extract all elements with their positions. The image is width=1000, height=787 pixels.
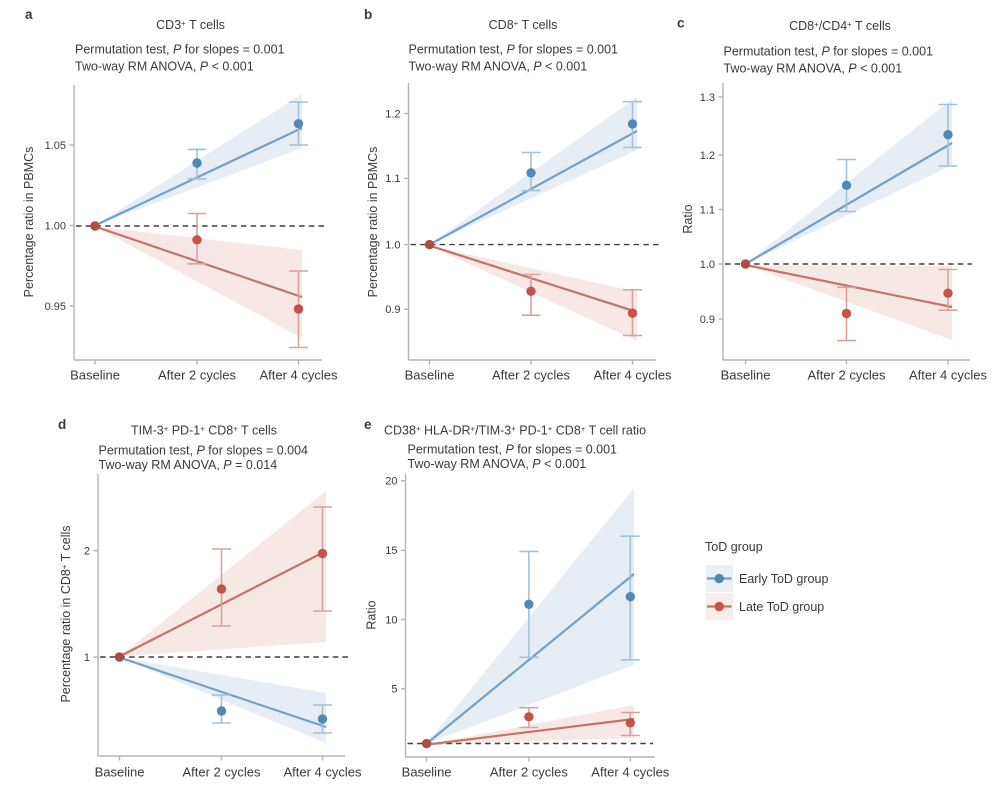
svg-text:10: 10 bbox=[385, 614, 397, 626]
svg-text:Ratio: Ratio bbox=[681, 204, 695, 233]
svg-text:b: b bbox=[364, 7, 372, 22]
svg-text:After 2 cycles: After 2 cycles bbox=[158, 368, 237, 383]
svg-text:CD3+ T cells: CD3+ T cells bbox=[156, 18, 225, 32]
svg-text:Two-way RM ANOVA, P < 0.001: Two-way RM ANOVA, P < 0.001 bbox=[724, 62, 903, 76]
svg-text:0.9: 0.9 bbox=[385, 304, 400, 316]
svg-text:CD38+ HLA-DR+/TIM-3+ PD-1+ CD8: CD38+ HLA-DR+/TIM-3+ PD-1+ CD8+ T cell r… bbox=[384, 424, 646, 438]
svg-text:0.95: 0.95 bbox=[45, 301, 66, 313]
svg-text:Permutation test, P for slopes: Permutation test, P for slopes = 0.001 bbox=[409, 43, 619, 57]
svg-text:Late ToD group: Late ToD group bbox=[739, 600, 824, 614]
svg-text:Baseline: Baseline bbox=[402, 765, 452, 780]
svg-text:ToD group: ToD group bbox=[705, 540, 763, 554]
svg-text:After 4 cycles: After 4 cycles bbox=[259, 368, 338, 383]
svg-text:e: e bbox=[364, 417, 372, 432]
svg-text:1.2: 1.2 bbox=[700, 150, 715, 162]
svg-text:After 2 cycles: After 2 cycles bbox=[807, 368, 886, 383]
svg-text:5: 5 bbox=[391, 683, 397, 695]
svg-text:Baseline: Baseline bbox=[405, 368, 455, 383]
svg-text:TIM-3+ PD-1+ CD8+ T cells: TIM-3+ PD-1+ CD8+ T cells bbox=[131, 424, 277, 438]
svg-text:Two-way RM ANOVA, P < 0.001: Two-way RM ANOVA, P < 0.001 bbox=[409, 60, 588, 74]
svg-text:1.05: 1.05 bbox=[45, 140, 66, 152]
svg-text:After 2 cycles: After 2 cycles bbox=[492, 368, 571, 383]
svg-text:Ratio: Ratio bbox=[365, 600, 379, 629]
svg-text:After 4 cycles: After 4 cycles bbox=[283, 765, 362, 780]
svg-text:1.0: 1.0 bbox=[385, 239, 400, 251]
svg-text:1.00: 1.00 bbox=[45, 220, 66, 232]
svg-text:15: 15 bbox=[385, 545, 397, 557]
svg-text:1.3: 1.3 bbox=[700, 92, 715, 104]
svg-text:c: c bbox=[677, 16, 685, 31]
svg-text:1: 1 bbox=[84, 652, 90, 664]
svg-text:Two-way RM ANOVA, P = 0.014: Two-way RM ANOVA, P = 0.014 bbox=[99, 458, 278, 472]
svg-text:Percentage ratio in PBMCs: Percentage ratio in PBMCs bbox=[366, 147, 380, 298]
svg-text:d: d bbox=[58, 417, 66, 432]
svg-text:Permutation test, P for slopes: Permutation test, P for slopes = 0.001 bbox=[724, 45, 934, 59]
svg-text:Permutation test, P for slopes: Permutation test, P for slopes = 0.001 bbox=[75, 43, 285, 57]
svg-text:After 4 cycles: After 4 cycles bbox=[593, 368, 672, 383]
svg-text:Baseline: Baseline bbox=[95, 765, 145, 780]
svg-text:1.2: 1.2 bbox=[385, 108, 400, 120]
svg-text:Baseline: Baseline bbox=[721, 368, 771, 383]
svg-text:20: 20 bbox=[385, 476, 397, 488]
svg-text:Percentage ratio in PBMCs: Percentage ratio in PBMCs bbox=[22, 147, 36, 298]
svg-text:1.1: 1.1 bbox=[700, 204, 715, 216]
svg-text:After 2 cycles: After 2 cycles bbox=[490, 765, 569, 780]
svg-text:Permutation test, P for slopes: Permutation test, P for slopes = 0.001 bbox=[408, 443, 618, 457]
svg-text:Two-way RM ANOVA, P < 0.001: Two-way RM ANOVA, P < 0.001 bbox=[75, 60, 254, 74]
svg-text:Percentage ratio in CD8+ T cel: Percentage ratio in CD8+ T cells bbox=[59, 525, 73, 702]
svg-text:a: a bbox=[25, 7, 33, 22]
svg-text:1.0: 1.0 bbox=[700, 259, 715, 271]
svg-text:Two-way RM ANOVA, P < 0.001: Two-way RM ANOVA, P < 0.001 bbox=[408, 457, 587, 471]
svg-text:After 4 cycles: After 4 cycles bbox=[591, 765, 670, 780]
svg-text:After 2 cycles: After 2 cycles bbox=[182, 765, 261, 780]
svg-text:Early ToD group: Early ToD group bbox=[739, 572, 828, 586]
svg-text:CD8+ T cells: CD8+ T cells bbox=[489, 18, 558, 32]
svg-text:2: 2 bbox=[84, 545, 90, 557]
svg-text:0.9: 0.9 bbox=[700, 314, 715, 326]
svg-text:Permutation test, P for slopes: Permutation test, P for slopes = 0.004 bbox=[99, 444, 309, 458]
svg-text:CD8+/CD4+ T cells: CD8+/CD4+ T cells bbox=[789, 19, 891, 33]
svg-text:1.1: 1.1 bbox=[385, 173, 400, 185]
svg-text:Baseline: Baseline bbox=[70, 368, 120, 383]
svg-text:After 4 cycles: After 4 cycles bbox=[909, 368, 988, 383]
